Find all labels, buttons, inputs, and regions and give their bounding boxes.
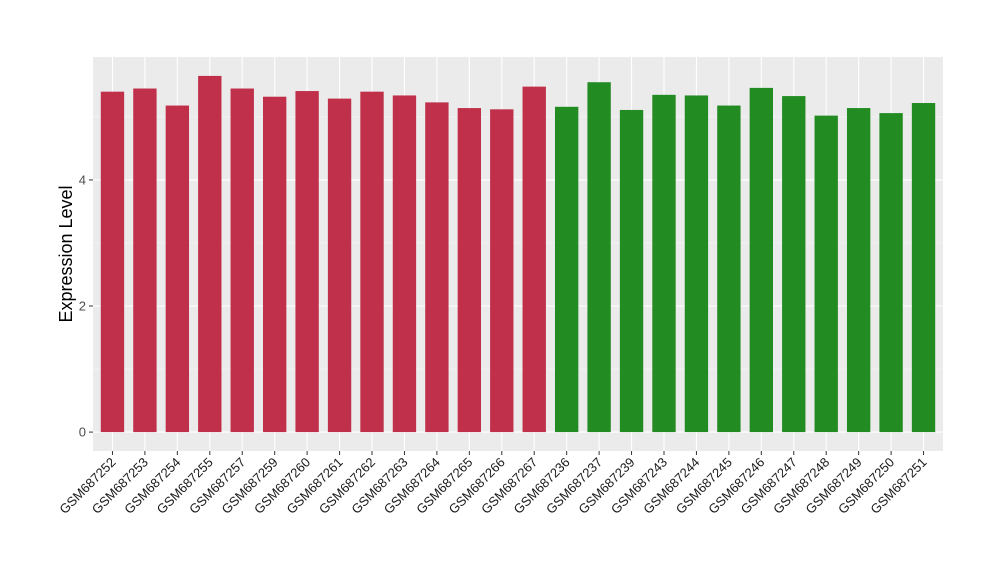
bar-GSM687239: [619, 109, 644, 433]
bar-GSM687255: [198, 75, 222, 433]
y-tick-label: 0: [79, 425, 86, 440]
bar-GSM687248: [814, 115, 838, 433]
bar-GSM687237: [587, 82, 611, 433]
bar-GSM687251: [911, 103, 936, 433]
bar-GSM687266: [490, 109, 514, 433]
bar-GSM687247: [782, 96, 806, 433]
bar-GSM687253: [133, 88, 157, 433]
bar-GSM687250: [879, 113, 903, 433]
bar-GSM687264: [425, 102, 449, 433]
bar-GSM687262: [360, 91, 384, 433]
bar-GSM687259: [263, 96, 287, 433]
x-axis: GSM687252GSM687253GSM687254GSM687255GSM6…: [56, 451, 930, 517]
bar-GSM687261: [327, 98, 352, 433]
bar-GSM687243: [652, 94, 676, 433]
bar-GSM687249: [846, 108, 871, 433]
bar-GSM687252: [100, 91, 125, 433]
bar-GSM687260: [295, 91, 319, 433]
bar-GSM687267: [522, 86, 546, 433]
y-axis: 0 2 4: [79, 172, 93, 440]
bar-GSM687263: [392, 95, 417, 433]
bar-GSM687265: [457, 108, 482, 433]
bar-GSM687236: [554, 106, 579, 433]
y-tick-label: 2: [79, 299, 86, 314]
bars: [100, 75, 936, 433]
bar-GSM687254: [165, 105, 190, 433]
y-tick-label: 4: [79, 172, 86, 187]
bar-GSM687245: [717, 105, 741, 433]
bar-GSM687257: [230, 88, 254, 433]
bar-GSM687244: [684, 95, 709, 433]
y-axis-title: Expression Level: [56, 185, 76, 322]
bar-GSM687246: [749, 87, 773, 433]
